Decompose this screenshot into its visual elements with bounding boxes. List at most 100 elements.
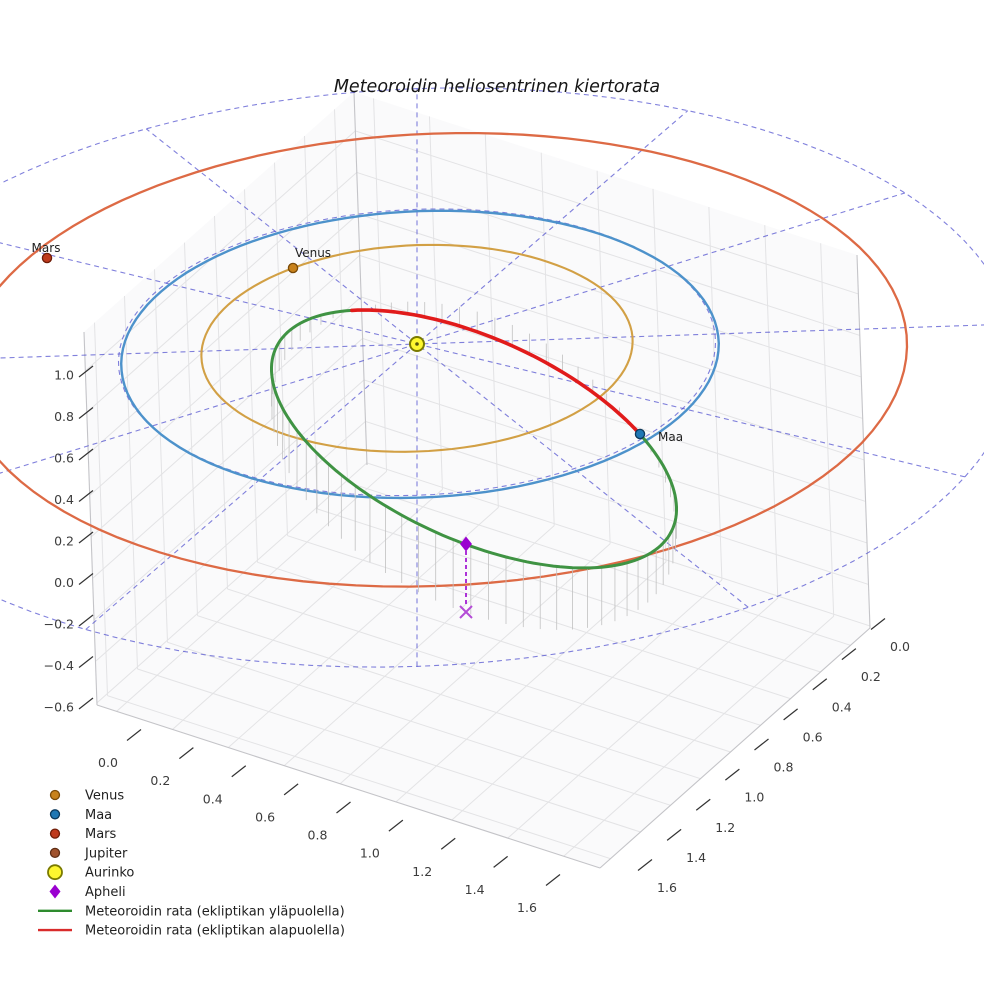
z-tick-label: 1.0 — [54, 368, 74, 383]
pane-grid-layer — [83, 91, 871, 869]
radial-grid-line — [85, 110, 689, 630]
right-wall-z-line — [356, 171, 860, 336]
z-tick-mark — [78, 614, 94, 627]
x-tick-label: 1.4 — [465, 882, 485, 897]
legend-marker-venus — [49, 789, 61, 801]
left-wall-z-line — [90, 296, 362, 538]
polar-grid-circle — [117, 208, 717, 497]
bottom-grid-y-line — [107, 695, 611, 860]
legend-marker-apheli — [49, 884, 61, 899]
left-wall-z-line — [92, 338, 363, 579]
bottom-grid-y-line — [137, 668, 641, 833]
x-tick-mark — [231, 765, 247, 778]
venus-marker — [287, 262, 299, 274]
right-wall-pane — [354, 92, 870, 628]
mars-marker — [41, 252, 53, 264]
meteoroid-orbit-below — [350, 308, 642, 436]
legend-item: Maa — [49, 808, 112, 823]
legend-label: Meteoroidin rata (ekliptikan alapuolella… — [85, 924, 345, 939]
x-tick-mark — [440, 837, 456, 850]
right-wall-z-line — [363, 379, 868, 544]
x-tick-label: 0.0 — [98, 755, 118, 770]
y-tick-mark — [870, 618, 886, 630]
y-tick-label: 1.0 — [744, 790, 764, 805]
legend-marker-aurinko — [47, 864, 63, 881]
x-tick-label: 0.2 — [150, 773, 170, 788]
orbits-layer — [0, 131, 909, 588]
legend-marker-maa — [49, 809, 61, 820]
markers-layer: Mars Venus Maa — [32, 241, 683, 619]
left-wall-z-line — [95, 421, 366, 662]
earth-orbit — [119, 209, 721, 500]
right-wall-vertical — [820, 243, 835, 617]
bottom-grid-y-line — [257, 561, 761, 726]
left-wall-z-line — [87, 213, 359, 455]
z-tick-label: −0.6 — [44, 700, 74, 715]
x-tick-mark — [126, 729, 142, 741]
legend-item: Mars — [49, 827, 117, 842]
aphelion-diamond-marker — [460, 536, 472, 552]
bottom-grid-x-line — [507, 597, 779, 839]
z-tick-mark — [78, 407, 94, 419]
left-wall-z-line — [89, 255, 361, 496]
sun-marker-center — [415, 342, 419, 346]
z-tick-mark — [78, 490, 94, 502]
y-tick-label: 0.2 — [861, 669, 881, 684]
z-tick-mark — [78, 531, 94, 544]
z-tick-mark — [78, 448, 94, 461]
legend-item: Venus — [49, 789, 124, 804]
venus-orbit — [200, 243, 634, 453]
left-wall-vertical — [124, 295, 138, 670]
x-tick-mark — [388, 819, 404, 832]
x-tick-label: 0.6 — [255, 809, 275, 824]
legend-label: Maa — [85, 808, 112, 823]
x-tick-label: 0.4 — [203, 791, 223, 806]
y-tick-mark — [725, 768, 740, 781]
z-tick-label: 0.0 — [54, 575, 74, 590]
bottom-grid-y-line — [287, 535, 791, 700]
legend-label: Apheli — [85, 885, 126, 900]
z-tick-label: −0.4 — [44, 658, 74, 673]
meteoroid-orbit-layer — [270, 308, 678, 570]
x-tick-mark — [179, 747, 194, 760]
legend-item: Meteoroidin rata (ekliptikan alapuolella… — [38, 924, 345, 939]
bottom-grid-x-line — [563, 615, 835, 857]
bottom-grid-y-line — [167, 641, 671, 806]
y-tick-label: 1.4 — [686, 850, 706, 865]
y-tick-mark — [637, 859, 653, 871]
right-wall-z-line — [360, 296, 865, 461]
left-wall-vertical — [94, 322, 108, 696]
y-tick-label: 0.6 — [803, 729, 823, 744]
bottom-grid-y-line — [347, 481, 851, 646]
pane-edge — [353, 91, 368, 466]
left-wall-vertical — [304, 135, 318, 510]
radial-grid-line — [0, 192, 906, 474]
y-tick-mark — [695, 798, 711, 811]
y-tick-label: 1.6 — [657, 880, 677, 895]
right-wall-z-line — [355, 130, 859, 295]
y-tick-label: 1.2 — [715, 820, 735, 835]
legend-label: Venus — [85, 789, 124, 804]
pane-edge — [599, 627, 871, 869]
y-tick-mark — [666, 828, 682, 841]
x-tick-label: 0.8 — [308, 828, 328, 843]
mars-orbit — [0, 131, 909, 588]
right-wall-vertical — [373, 98, 388, 472]
x-tick-mark — [493, 855, 508, 868]
bottom-grid-x-line — [283, 525, 555, 767]
pane-edge — [96, 704, 601, 869]
right-wall-z-line — [366, 462, 871, 627]
legend-item: Aurinko — [47, 864, 134, 881]
legend-item: Jupiter — [49, 846, 128, 861]
bottom-grid-x-line — [395, 561, 667, 803]
left-wall-vertical — [274, 162, 288, 536]
legend-item: Meteoroidin rata (ekliptikan yläpuolella… — [38, 904, 345, 919]
earth-marker — [634, 428, 646, 440]
legend-item: Apheli — [49, 884, 126, 900]
x-tick-label: 1.0 — [360, 846, 380, 861]
legend-label: Meteoroidin rata (ekliptikan yläpuolella… — [85, 904, 345, 919]
radial-grid-line — [145, 128, 749, 608]
z-tick-label: −0.2 — [44, 617, 74, 632]
